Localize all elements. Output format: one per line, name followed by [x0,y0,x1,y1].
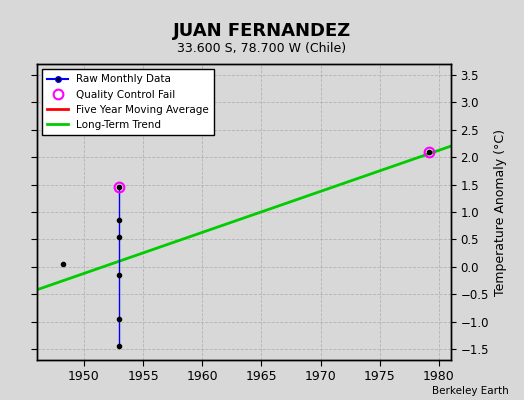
Y-axis label: Temperature Anomaly (°C): Temperature Anomaly (°C) [495,128,507,296]
Text: 33.600 S, 78.700 W (Chile): 33.600 S, 78.700 W (Chile) [178,42,346,55]
Legend: Raw Monthly Data, Quality Control Fail, Five Year Moving Average, Long-Term Tren: Raw Monthly Data, Quality Control Fail, … [42,69,214,135]
Text: Berkeley Earth: Berkeley Earth [432,386,508,396]
Text: JUAN FERNANDEZ: JUAN FERNANDEZ [173,22,351,40]
